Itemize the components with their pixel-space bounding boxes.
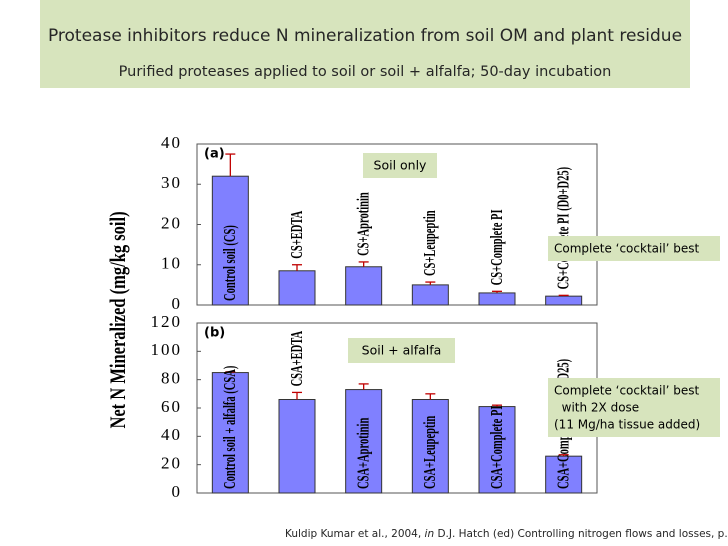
bar	[278, 270, 316, 306]
panel-label: (b)	[204, 326, 225, 341]
bar	[345, 266, 383, 306]
y-tick-label: 80	[161, 369, 182, 388]
category-label: CS+Complete PI (D0+D25)	[554, 167, 573, 290]
y-tick-label: 40	[161, 133, 182, 152]
y-tick-label: 0	[172, 294, 183, 313]
annotation-box	[363, 153, 437, 178]
category-label: CS+Complete PI	[487, 209, 506, 285]
bar	[411, 399, 449, 494]
bar	[411, 284, 449, 306]
callout-box	[548, 236, 720, 261]
category-label: CSA+Complete PI	[487, 405, 506, 489]
y-tick-label: 20	[161, 454, 182, 473]
y-tick-label: 10	[161, 254, 182, 273]
citation-part: in	[425, 528, 435, 540]
category-label: CSA+Aprotinin	[354, 418, 373, 489]
y-tick-label: 30	[161, 173, 182, 192]
category-label: CS+Leupeptin	[421, 210, 440, 276]
y-tick-label: 0	[172, 482, 183, 501]
category-label: Control soil (CS)	[221, 225, 240, 301]
category-label: CS+EDTA	[287, 210, 306, 259]
panel-label: (a)	[204, 147, 225, 162]
category-label: CSA+EDTA	[287, 330, 306, 386]
category-label: CSA+Leupeptin	[421, 416, 440, 489]
callout-line: Complete ‘cocktail’ best	[554, 384, 700, 398]
annotation: Soil only	[374, 158, 428, 173]
y-tick-label: 100	[151, 340, 183, 359]
slide-subtitle: Purified proteases applied to soil or so…	[119, 64, 612, 80]
y-tick-label: 120	[151, 312, 183, 331]
annotation-box	[348, 338, 455, 363]
citation-part: Kuldip Kumar et al., 2004,	[285, 528, 425, 540]
citation: Kuldip Kumar et al., 2004, in D.J. Hatch…	[285, 528, 728, 540]
callout-line: (11 Mg/ha tissue added)	[554, 418, 700, 432]
y-axis-label: Net N Mineralized (mg/kg soil)	[107, 211, 131, 428]
citation-part: D.J. Hatch (ed) Controlling nitrogen flo…	[434, 528, 728, 540]
callout-line: with 2X dose	[554, 401, 639, 415]
callout-box	[548, 378, 720, 437]
y-tick-label: 60	[161, 397, 182, 416]
header-band	[40, 0, 690, 88]
bar	[211, 175, 249, 306]
callout-line: Complete ‘cocktail’ best	[554, 242, 700, 256]
category-label: CS+Aprotinin	[354, 192, 373, 256]
bar	[478, 292, 516, 306]
category-label: Control soil + alfalfa (CSA)	[221, 365, 240, 489]
bar	[545, 295, 583, 306]
y-tick-label: 40	[161, 425, 182, 444]
y-tick-label: 20	[161, 213, 182, 232]
annotation: Soil + alfalfa	[362, 343, 442, 358]
bar	[278, 399, 316, 494]
slide-title: Protease inhibitors reduce N mineralizat…	[48, 26, 682, 46]
bar	[211, 372, 249, 494]
